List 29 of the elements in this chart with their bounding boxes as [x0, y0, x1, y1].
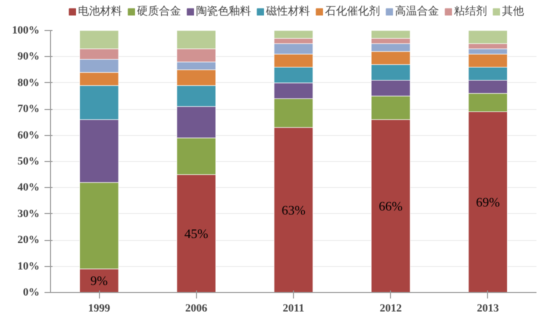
y-tick-label: 30% — [18, 208, 40, 220]
legend-label: 高温合金 — [395, 4, 439, 18]
x-tick-label: 2011 — [282, 302, 304, 314]
y-tick-label: 10% — [18, 260, 40, 272]
legend-label: 电池材料 — [78, 4, 122, 18]
y-tick-label: 50% — [18, 156, 40, 168]
data-label: 9% — [90, 273, 108, 288]
legend-label: 石化催化剂 — [325, 4, 380, 18]
data-label: 66% — [378, 198, 403, 214]
x-tick-label: 2013 — [476, 302, 500, 314]
x-tick-label: 2006 — [185, 302, 208, 314]
y-tick-label: 60% — [18, 129, 40, 142]
legend-label: 陶瓷色釉料 — [196, 4, 251, 18]
y-tick-label: 20% — [18, 234, 40, 246]
y-tick-label: 90% — [18, 50, 40, 63]
legend-label: 其他 — [502, 4, 524, 18]
data-label: 45% — [184, 226, 208, 242]
data-label: 63% — [282, 202, 306, 218]
y-tick-label: 100% — [12, 24, 40, 36]
y-tick-label: 70% — [18, 103, 40, 116]
y-tick-label: 80% — [18, 76, 40, 89]
legend-label: 粘结剂 — [454, 4, 487, 18]
x-tick-label: 2012 — [380, 302, 402, 314]
legend-label: 磁性材料 — [266, 4, 310, 18]
y-tick-label: 40% — [18, 182, 40, 194]
data-label: 69% — [476, 194, 500, 210]
y-tick-label: 0% — [23, 286, 40, 298]
legend-label: 硬质合金 — [137, 4, 181, 18]
x-tick-label: 1999 — [88, 302, 111, 314]
